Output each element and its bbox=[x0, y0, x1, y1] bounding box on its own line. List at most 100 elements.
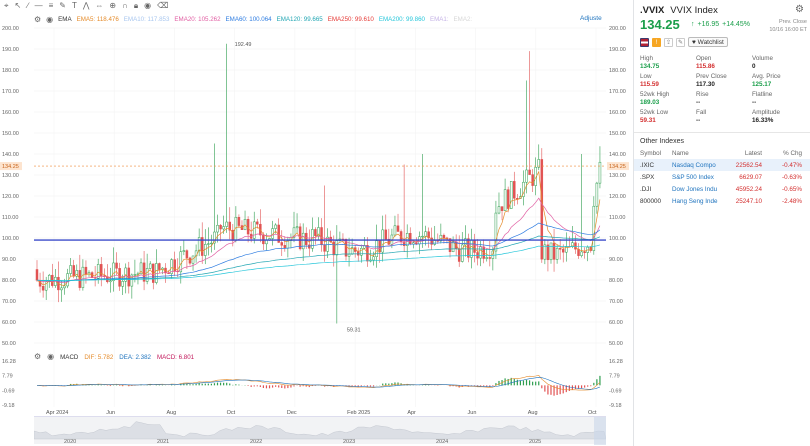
ema-line bbox=[36, 197, 601, 284]
x-tick-label: Dec bbox=[287, 410, 297, 416]
macd-tick-label-right: 16.28 bbox=[609, 359, 623, 365]
macd-eye-icon[interactable]: ◉ bbox=[47, 352, 55, 361]
candle-body bbox=[555, 247, 559, 260]
y-tick-label: 80.00 bbox=[2, 278, 16, 284]
horizontal-line-icon[interactable]: ― bbox=[34, 0, 43, 10]
indicator-name[interactable]: EMA bbox=[58, 16, 72, 23]
table-cell: -0.63% bbox=[782, 173, 802, 181]
y-tick-label: 180.00 bbox=[2, 68, 19, 74]
chart-area[interactable]: ⌖ ↖ ∕ ― ≡ ✎ T ⋀ ⇔ ⊕ ∩ 🔒︎ ◉ ⌫ ⚙ ◉ EMA EMA… bbox=[0, 0, 630, 446]
stat-cell: Volume 0 bbox=[752, 55, 808, 70]
timeline-year-label: 2021 bbox=[157, 439, 170, 445]
candle-body bbox=[592, 205, 596, 251]
stat-label: Rise bbox=[696, 91, 709, 98]
panel-settings-icon[interactable]: ⚙ bbox=[795, 4, 804, 15]
x-tick-label: Aug bbox=[166, 410, 176, 416]
candle-body bbox=[283, 245, 287, 249]
candle-body bbox=[222, 226, 225, 230]
alert-icon[interactable]: ! bbox=[652, 37, 661, 47]
y-tick-label-right: 50.00 bbox=[609, 341, 623, 347]
candle-body bbox=[546, 244, 550, 261]
cursor-icon[interactable]: ↖ bbox=[14, 0, 22, 10]
watchlist-button[interactable]: ♥ Watchlist bbox=[688, 37, 728, 47]
candle-body bbox=[424, 231, 427, 237]
table-header: Symbol Name Latest % Chg bbox=[634, 147, 810, 159]
candle-body bbox=[47, 274, 51, 282]
candle-body bbox=[228, 221, 231, 231]
trendline-icon[interactable]: ∕ bbox=[27, 0, 29, 10]
timeline-area bbox=[33, 421, 607, 440]
stat-label: Volume bbox=[752, 55, 774, 62]
candle-body bbox=[109, 280, 112, 283]
heart-icon: ♥ bbox=[692, 39, 696, 46]
candle-body bbox=[448, 238, 452, 252]
eye-toggle-icon[interactable]: ◉ bbox=[46, 14, 54, 24]
candle-body bbox=[583, 251, 586, 253]
measure-icon[interactable]: ⇔ bbox=[95, 0, 104, 10]
prev-close-label: Prev. Close bbox=[778, 19, 807, 25]
table-row[interactable]: .IXIC Nasdaq Compo 22562.54 -0.47% bbox=[634, 159, 810, 171]
eye-icon[interactable]: ◉ bbox=[144, 0, 152, 10]
crosshair-icon[interactable]: ⌖ bbox=[4, 0, 9, 10]
macd-settings-icon[interactable]: ⚙ bbox=[34, 352, 42, 361]
timeline-navigator[interactable]: 2020 2021 2022 2023 2024 2025 bbox=[33, 416, 607, 445]
candle-body bbox=[69, 265, 72, 274]
candle-body bbox=[332, 241, 336, 256]
candle-body bbox=[320, 227, 323, 245]
stat-cell: Fall -- bbox=[696, 109, 752, 124]
zoom-icon[interactable]: ⊕ bbox=[109, 0, 117, 10]
candle-body bbox=[323, 244, 326, 252]
candle-body bbox=[500, 206, 504, 211]
last-price: 134.25 bbox=[640, 17, 680, 32]
y-tick-label: 50.00 bbox=[2, 341, 16, 347]
candle-body bbox=[347, 253, 351, 257]
table-row[interactable]: .SPX S&P 500 Index 6629.07 -0.63% bbox=[634, 171, 810, 183]
y-tick-label: 110.00 bbox=[2, 215, 18, 221]
delete-icon[interactable]: ⌫ bbox=[157, 0, 169, 10]
candle-body bbox=[531, 174, 534, 186]
candle-body bbox=[442, 234, 446, 239]
price-chart[interactable]: 200.00 200.00 190.00 190.00 180.00 180.00 170.… bbox=[0, 25, 630, 416]
table-row[interactable]: 800000 Hang Seng Inde 25247.10 -2.48% bbox=[634, 195, 810, 207]
stat-value: 59.31 bbox=[640, 117, 656, 124]
y-tick-label: 60.00 bbox=[2, 320, 16, 326]
candle-body bbox=[396, 225, 400, 232]
last-price-tag: 134.25 bbox=[609, 164, 626, 170]
ema-legend-item: EMA2: bbox=[453, 16, 473, 23]
candle-body bbox=[558, 247, 562, 250]
lock-icon[interactable]: 🔒︎ bbox=[133, 0, 139, 10]
other-indexes-title: Other Indexes bbox=[634, 132, 810, 150]
note-icon[interactable]: ✎ bbox=[676, 37, 685, 47]
settings-icon[interactable]: ⚙ bbox=[34, 14, 42, 24]
candle-body bbox=[375, 240, 378, 257]
y-tick-label-right: 100.00 bbox=[609, 236, 626, 242]
candle-body bbox=[84, 266, 88, 275]
y-tick-label-right: 190.00 bbox=[609, 47, 626, 53]
stat-value: -- bbox=[752, 99, 757, 106]
stat-cell: 52wk Low 59.31 bbox=[640, 109, 696, 124]
macd-name[interactable]: MACD bbox=[60, 353, 79, 361]
magnet-icon[interactable]: ∩ bbox=[122, 0, 128, 10]
candle-body bbox=[286, 240, 290, 249]
candle-body bbox=[252, 221, 256, 239]
fibonacci-icon[interactable]: ≡ bbox=[48, 0, 54, 10]
ema-legend-item: EMA250: 99.610 bbox=[327, 16, 374, 23]
share-icon[interactable]: ⇪ bbox=[664, 37, 673, 47]
adjust-button[interactable]: Adjuste bbox=[580, 15, 602, 22]
symbol: .VVIX bbox=[640, 5, 665, 16]
text-icon[interactable]: T bbox=[71, 0, 77, 10]
ema-line bbox=[36, 170, 601, 286]
action-row: ! ⇪ ✎ ♥ Watchlist bbox=[640, 37, 728, 47]
table-row[interactable]: .DJI Dow Jones Indu 45952.24 -0.65% bbox=[634, 183, 810, 195]
macd-line bbox=[36, 374, 601, 391]
stat-cell: Prev Close 117.30 bbox=[696, 73, 752, 88]
pattern-icon[interactable]: ⋀ bbox=[82, 0, 90, 10]
drawing-toolbar: ⌖ ↖ ∕ ― ≡ ✎ T ⋀ ⇔ ⊕ ∩ 🔒︎ ◉ ⌫ bbox=[0, 0, 630, 11]
candle-body bbox=[148, 263, 152, 269]
candle-body bbox=[311, 229, 314, 249]
candle-body bbox=[99, 264, 103, 276]
candle-body bbox=[479, 246, 482, 259]
macd-tick-label-right: 7.79 bbox=[609, 374, 620, 380]
stat-label: Fall bbox=[696, 109, 707, 116]
brush-icon[interactable]: ✎ bbox=[59, 0, 66, 10]
